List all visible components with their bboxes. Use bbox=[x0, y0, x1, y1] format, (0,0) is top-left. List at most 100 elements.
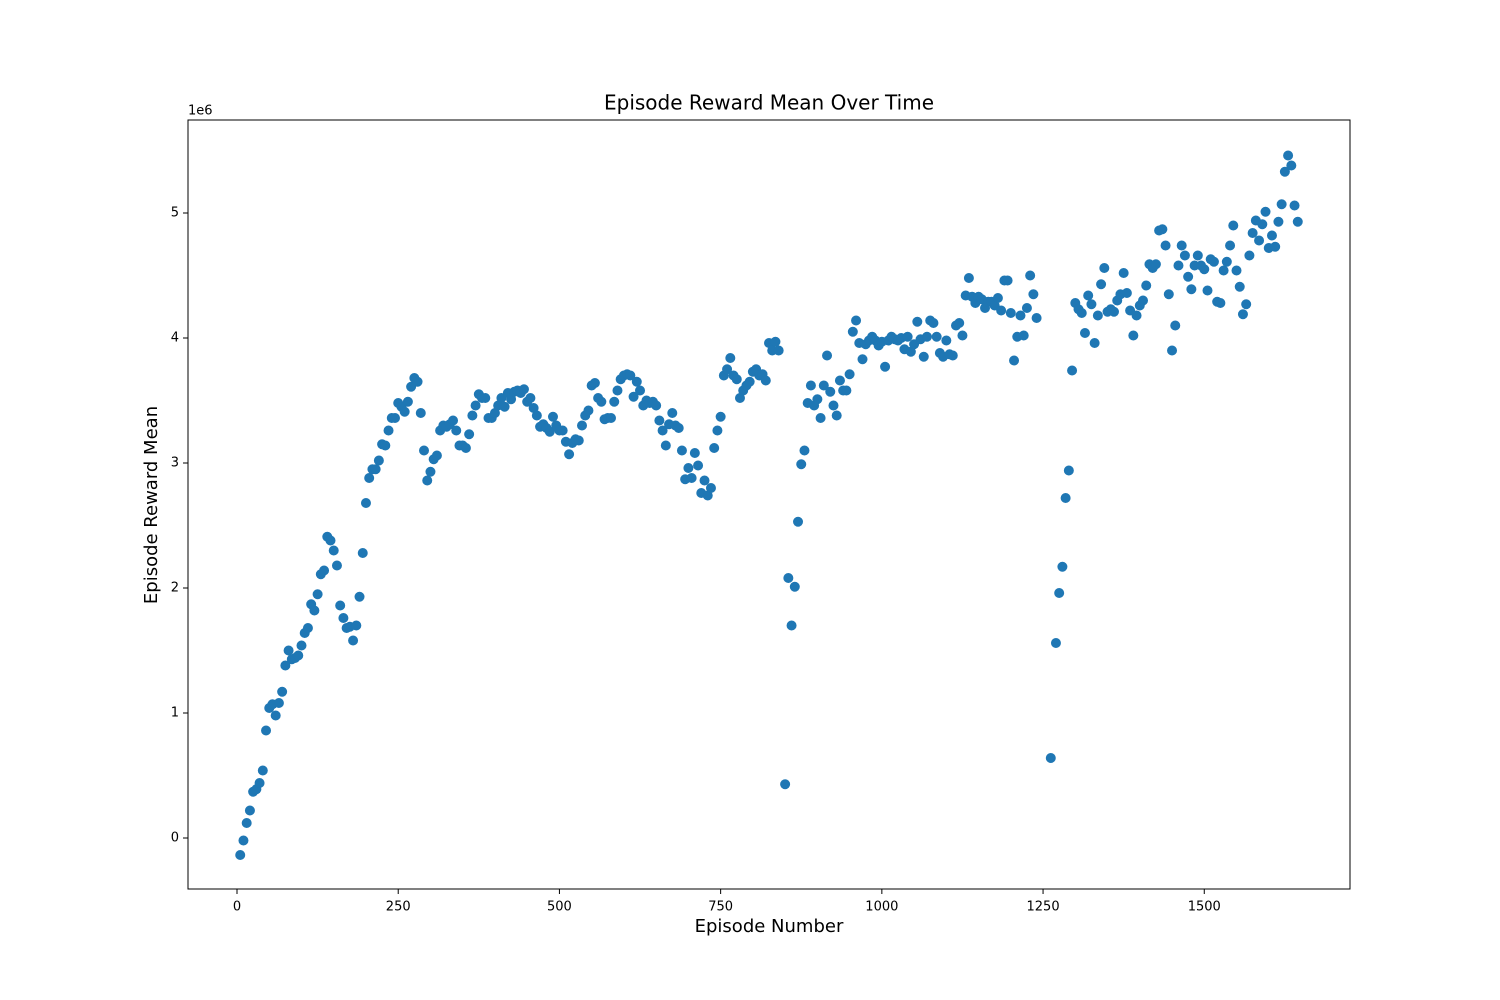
point bbox=[921, 331, 932, 342]
point bbox=[1025, 270, 1036, 281]
point bbox=[1118, 268, 1129, 278]
point bbox=[380, 440, 391, 451]
point bbox=[270, 710, 281, 721]
point bbox=[1247, 228, 1258, 238]
point bbox=[1234, 281, 1245, 292]
point bbox=[841, 385, 852, 396]
point bbox=[963, 273, 974, 283]
point bbox=[783, 573, 794, 583]
point bbox=[348, 635, 359, 646]
point bbox=[277, 686, 288, 697]
point bbox=[1186, 284, 1197, 295]
point bbox=[1002, 275, 1013, 286]
point bbox=[686, 473, 697, 483]
point bbox=[1045, 753, 1056, 763]
point bbox=[1138, 295, 1149, 306]
point bbox=[799, 445, 810, 456]
point bbox=[1063, 465, 1074, 476]
point bbox=[744, 376, 755, 387]
point bbox=[705, 483, 716, 493]
point bbox=[1141, 280, 1152, 291]
point bbox=[464, 429, 475, 440]
point bbox=[818, 380, 829, 391]
point bbox=[238, 835, 249, 846]
point bbox=[941, 335, 952, 346]
point bbox=[1231, 265, 1242, 276]
point bbox=[1183, 271, 1194, 282]
point bbox=[1099, 263, 1110, 273]
point bbox=[1237, 309, 1248, 320]
point bbox=[419, 445, 430, 456]
point bbox=[786, 620, 797, 631]
point bbox=[257, 765, 268, 776]
point bbox=[760, 375, 771, 386]
y-tick-label: 1 bbox=[171, 706, 179, 721]
point bbox=[1202, 285, 1213, 296]
point bbox=[635, 385, 646, 396]
point bbox=[957, 330, 968, 341]
point bbox=[992, 293, 1003, 303]
point bbox=[1192, 250, 1203, 261]
point bbox=[1028, 289, 1039, 300]
point bbox=[825, 386, 836, 397]
point bbox=[460, 443, 471, 453]
point bbox=[1215, 298, 1226, 308]
point bbox=[354, 591, 365, 602]
point bbox=[1079, 328, 1090, 338]
point bbox=[1076, 308, 1087, 318]
point bbox=[1292, 216, 1303, 227]
point bbox=[351, 620, 362, 631]
point bbox=[1266, 230, 1277, 241]
point bbox=[667, 408, 678, 418]
point bbox=[1260, 206, 1271, 217]
y-tick-label: 0 bbox=[171, 831, 179, 846]
point bbox=[654, 415, 665, 426]
point bbox=[693, 460, 704, 471]
x-tick-label: 250 bbox=[386, 900, 411, 915]
point bbox=[1270, 241, 1281, 252]
point bbox=[1241, 299, 1252, 310]
point bbox=[612, 385, 623, 396]
point bbox=[628, 391, 639, 402]
point bbox=[1279, 166, 1290, 177]
x-tick-label: 1500 bbox=[1188, 900, 1221, 915]
point bbox=[293, 650, 304, 661]
x-tick-label: 0 bbox=[233, 900, 241, 915]
point bbox=[812, 394, 823, 405]
point bbox=[954, 318, 965, 328]
x-tick-label: 750 bbox=[708, 900, 733, 915]
point bbox=[1244, 250, 1255, 261]
point bbox=[793, 516, 804, 527]
y-tick-label: 4 bbox=[171, 331, 179, 346]
point bbox=[1173, 260, 1184, 271]
point bbox=[996, 305, 1007, 316]
point bbox=[828, 400, 839, 411]
point bbox=[331, 560, 342, 571]
point bbox=[364, 473, 375, 483]
point bbox=[1021, 303, 1032, 313]
point bbox=[851, 315, 862, 326]
point bbox=[1276, 199, 1287, 210]
point bbox=[531, 410, 542, 421]
point bbox=[1228, 220, 1239, 231]
point bbox=[1273, 216, 1284, 227]
x-tick-label: 500 bbox=[547, 900, 572, 915]
point bbox=[547, 411, 558, 422]
point bbox=[1167, 345, 1178, 356]
point bbox=[1060, 493, 1071, 503]
point bbox=[1257, 219, 1268, 230]
point bbox=[699, 475, 710, 486]
point bbox=[261, 725, 272, 736]
point bbox=[480, 393, 491, 403]
point bbox=[1108, 306, 1119, 317]
point bbox=[918, 351, 929, 362]
x-tick-label: 1000 bbox=[865, 900, 898, 915]
point bbox=[254, 778, 265, 788]
point bbox=[928, 318, 939, 328]
point bbox=[673, 423, 684, 433]
point bbox=[1067, 365, 1078, 376]
x-tick-label: 1250 bbox=[1027, 900, 1060, 915]
point bbox=[905, 346, 916, 357]
point bbox=[1086, 299, 1097, 310]
